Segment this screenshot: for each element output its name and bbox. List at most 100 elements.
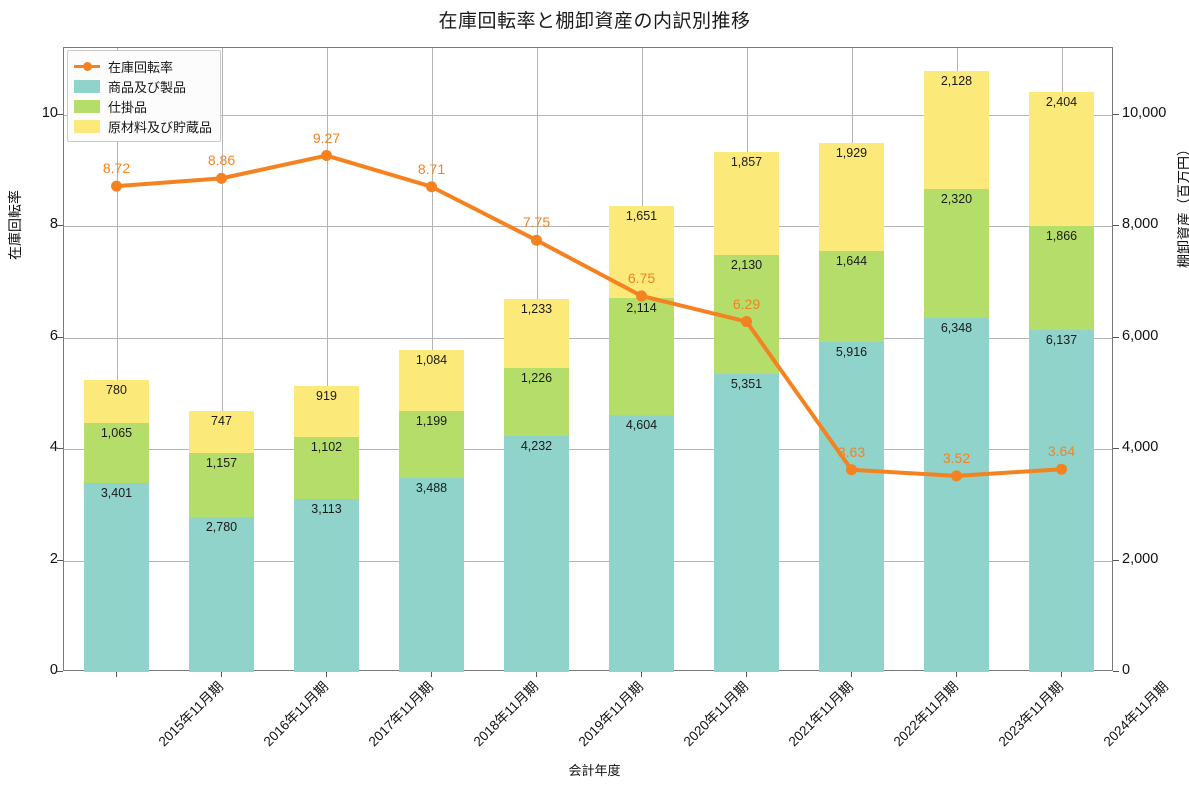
y-axis-left-title: 在庫回転率 (7, 190, 23, 260)
y-tick-mark-right (1113, 448, 1119, 450)
x-tick-mark (955, 671, 957, 677)
y-tick-left: 0 (49, 662, 58, 678)
y-tick-right: 8,000 (1122, 216, 1159, 233)
y-tick-mark-right (1113, 225, 1119, 227)
x-tick-mark (115, 671, 117, 677)
y-tick-left: 10 (41, 104, 58, 121)
plot-area: 3,401 1,065 780 2,780 1,157 747 3,113 1,102 919 3… (63, 47, 1113, 672)
chart-legend[interactable]: 在庫回転率商品及び製品 仕掛品原材料及び貯蔵品 (67, 50, 222, 142)
turnover-point-label: 8.72 (102, 160, 131, 177)
y-tick-left: 6 (49, 327, 58, 344)
y-tick-mark-right (1113, 336, 1119, 338)
gridline-horizontal (64, 114, 1112, 116)
chart-title: 在庫回転率と棚卸資産の内訳別推移 (438, 11, 751, 32)
y-tick-mark-right (1113, 559, 1119, 561)
turnover-point-label: 9.27 (312, 129, 341, 146)
x-tick-label: 2022年11月期 (890, 678, 961, 750)
y-tick-mark-left (57, 671, 63, 672)
turnover-line-marker[interactable] (846, 464, 857, 476)
x-tick-mark (745, 671, 747, 677)
bar-segment[interactable]: 1,857 (713, 151, 780, 256)
x-tick-label: 2016年11月期 (260, 678, 331, 750)
y-tick-mark-left (57, 225, 63, 227)
bar-segment[interactable]: 2,114 (608, 297, 675, 416)
y-axis-right-title: 棚卸資産（百万円） (1176, 142, 1189, 268)
y-tick-mark-left (57, 113, 63, 115)
x-tick-label: 2017年11月期 (365, 678, 436, 750)
turnover-point-label: 3.52 (942, 449, 971, 466)
x-tick-mark (640, 671, 642, 677)
x-tick-mark (1060, 671, 1062, 677)
legend-item-label: 在庫回転率 (108, 59, 174, 75)
bar-segment[interactable]: 4,232 (503, 436, 570, 672)
turnover-line-marker[interactable] (531, 234, 542, 246)
turnover-point-label: 3.63 (837, 443, 866, 460)
y-tick-right: 6,000 (1122, 327, 1159, 344)
line-series-turnover (111, 150, 1067, 482)
turnover-line-marker[interactable] (951, 470, 962, 482)
turnover-point-label: 7.75 (522, 214, 551, 231)
y-tick-right: 2,000 (1122, 550, 1159, 567)
gridline-horizontal (64, 560, 1112, 562)
turnover-line-marker[interactable] (321, 150, 332, 162)
x-tick-label: 2020年11月期 (680, 678, 751, 750)
legend-item[interactable]: 仕掛品 (74, 96, 212, 116)
turnover-line-marker[interactable] (111, 180, 122, 192)
y-tick-mark-left (57, 559, 63, 561)
y-tick-right: 0 (1122, 662, 1131, 678)
y-tick-right: 4,000 (1122, 439, 1159, 456)
turnover-point-label: 6.29 (732, 295, 761, 312)
y-tick-mark-left (57, 448, 63, 450)
turnover-point-label: 3.64 (1047, 443, 1076, 460)
x-tick-mark (220, 671, 222, 677)
turnover-point-label: 8.71 (417, 160, 446, 177)
legend-color-swatch-icon (74, 119, 100, 133)
legend-item[interactable]: 在庫回転率 (74, 56, 212, 76)
y-tick-right: 10,000 (1122, 104, 1167, 121)
turnover-point-label: 8.86 (207, 152, 236, 169)
x-tick-mark (850, 671, 852, 677)
turnover-line-marker[interactable] (636, 290, 647, 302)
y-tick-mark-left (57, 336, 63, 338)
x-tick-label: 2021年11月期 (785, 678, 856, 750)
bar-segment[interactable]: 3,401 (83, 482, 150, 672)
turnover-line-path (114, 153, 1064, 478)
legend-line-marker-icon (74, 60, 100, 73)
bar-segment[interactable]: 5,351 (713, 373, 780, 672)
bar-segment[interactable]: 5,916 (818, 342, 885, 672)
turnover-line-marker[interactable] (741, 316, 752, 328)
x-tick-mark (325, 671, 327, 677)
y-tick-left: 2 (49, 550, 58, 567)
y-tick-mark-right (1113, 671, 1119, 672)
y-tick-left: 8 (49, 216, 58, 233)
x-tick-label: 2015年11月期 (155, 678, 226, 750)
gridline-horizontal (64, 226, 1112, 228)
x-tick-mark (430, 671, 432, 677)
legend-color-swatch-icon (74, 79, 100, 93)
gridline-horizontal (64, 337, 1112, 339)
x-tick-label: 2019年11月期 (575, 678, 646, 750)
legend-item-label: 原材料及び貯蔵品 (108, 119, 213, 135)
x-tick-label: 2024年11月期 (1100, 678, 1171, 750)
turnover-line-marker[interactable] (426, 181, 437, 193)
gridline-vertical (326, 48, 328, 670)
turnover-line-marker[interactable] (216, 172, 227, 184)
y-tick-mark-right (1113, 113, 1119, 115)
bar-segment[interactable]: 6,348 (923, 318, 990, 672)
gridline-vertical (116, 48, 118, 670)
legend-item[interactable]: 商品及び製品 (74, 76, 212, 96)
turnover-line-marker[interactable] (1056, 463, 1067, 475)
legend-color-swatch-icon (74, 99, 100, 113)
turnover-point-label: 6.75 (627, 269, 656, 286)
gridline-horizontal (64, 449, 1112, 451)
x-tick-mark (535, 671, 537, 677)
y-tick-left: 4 (49, 439, 58, 456)
legend-item[interactable]: 原材料及び貯蔵品 (74, 116, 212, 136)
legend-item-label: 仕掛品 (108, 99, 148, 115)
x-tick-label: 2023年11月期 (995, 678, 1066, 750)
x-axis-title: 会計年度 (568, 763, 621, 778)
x-tick-label: 2018年11月期 (470, 678, 541, 750)
legend-item-label: 商品及び製品 (108, 79, 187, 95)
gridline-vertical (221, 48, 223, 670)
